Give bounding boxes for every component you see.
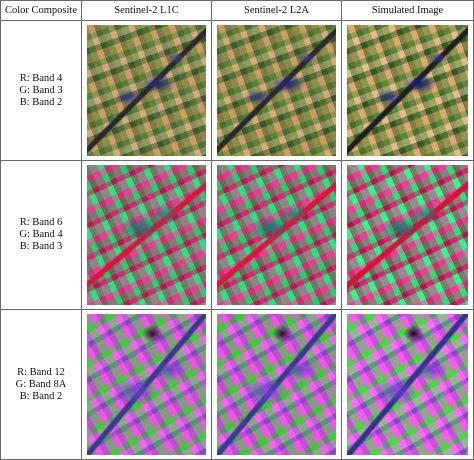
band-line: R: Band 6 — [19, 217, 63, 228]
band-line: B: Band 2 — [19, 390, 63, 402]
header-cell: Color Composite — [1, 1, 81, 20]
satellite-image — [217, 314, 336, 455]
image-cell — [82, 21, 211, 160]
header-cell: Sentinel-2 L2A — [212, 1, 341, 20]
band-line: R: Band 4 — [19, 72, 63, 84]
image-cell — [342, 161, 473, 309]
satellite-image — [87, 165, 206, 305]
image-cell — [82, 161, 211, 309]
satellite-image — [217, 165, 336, 305]
image-cell — [342, 310, 473, 459]
band-line: B: Band 2 — [19, 96, 63, 108]
satellite-image — [87, 314, 206, 455]
band-label: R: Band 4 G: Band 3 B: Band 2 — [1, 21, 81, 160]
satellite-image — [217, 25, 336, 156]
band-line: G: Band 4 — [19, 229, 63, 240]
image-cell — [342, 21, 473, 160]
satellite-image — [347, 165, 468, 305]
satellite-image — [87, 25, 206, 156]
image-cell — [82, 310, 211, 459]
band-line: G: Band 3 — [19, 84, 63, 96]
band-label: R: Band 6 G: Band 4 B: Band 3 — [1, 161, 81, 309]
band-line: B: Band 3 — [19, 241, 63, 252]
image-cell — [212, 310, 341, 459]
band-label: R: Band 12 G: Band 8A B: Band 2 — [1, 310, 81, 459]
satellite-image — [347, 25, 468, 156]
header-cell: Simulated Image — [342, 1, 473, 20]
image-cell — [212, 161, 341, 309]
image-cell — [212, 21, 341, 160]
band-line: R: Band 12 — [17, 366, 65, 378]
band-line: G: Band 8A — [15, 378, 67, 390]
satellite-image — [347, 314, 468, 455]
header-cell: Sentinel-2 L1C — [82, 1, 211, 20]
